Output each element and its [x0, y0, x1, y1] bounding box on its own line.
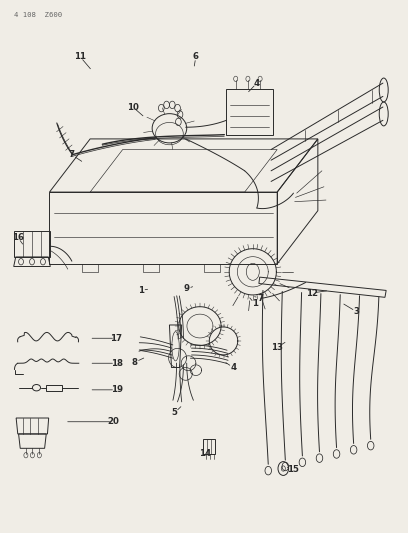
Text: 15: 15 — [287, 465, 299, 474]
Text: 17: 17 — [111, 334, 123, 343]
Text: 9: 9 — [184, 284, 190, 293]
Text: 5: 5 — [172, 408, 177, 417]
Text: 1: 1 — [138, 286, 144, 295]
Text: 6: 6 — [193, 52, 199, 61]
Text: 4 108  Z600: 4 108 Z600 — [14, 12, 62, 19]
Text: 4: 4 — [254, 78, 260, 87]
Text: 7: 7 — [257, 294, 263, 303]
Text: 19: 19 — [111, 385, 122, 394]
Text: 13: 13 — [271, 343, 283, 352]
Text: 16: 16 — [12, 233, 24, 242]
Text: 12: 12 — [306, 288, 318, 297]
Text: 20: 20 — [108, 417, 120, 426]
Text: 4: 4 — [230, 363, 236, 372]
Text: 18: 18 — [111, 359, 122, 368]
Text: 10: 10 — [127, 102, 139, 111]
Bar — [203, 439, 215, 454]
Text: 3: 3 — [353, 307, 359, 316]
Text: 11: 11 — [74, 52, 86, 61]
Text: 1: 1 — [252, 299, 258, 308]
Bar — [46, 384, 62, 391]
Text: 8: 8 — [132, 358, 138, 367]
Text: 7: 7 — [69, 150, 75, 159]
Text: 14: 14 — [199, 449, 211, 458]
